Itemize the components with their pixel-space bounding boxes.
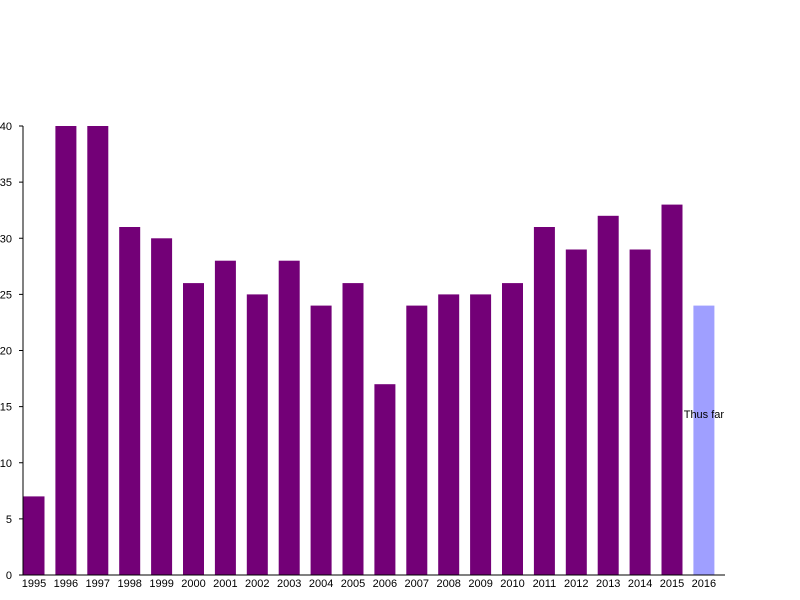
bar-2000	[183, 283, 204, 575]
x-tick-label-2002: 2002	[245, 578, 269, 590]
thus-far-annotation: Thus far	[684, 409, 725, 421]
bar-2012	[565, 249, 587, 575]
bar-2003	[278, 260, 300, 575]
x-tick-label-2008: 2008	[436, 578, 460, 590]
x-tick-label-1999: 1999	[149, 578, 173, 590]
bar-1999	[151, 238, 173, 576]
bar-1995	[23, 496, 45, 575]
bar-1997	[87, 126, 109, 575]
y-tick-label-40: 40	[0, 121, 12, 133]
bar-2014	[629, 249, 651, 575]
y-tick-label-5: 5	[6, 514, 12, 526]
bar-2004	[310, 305, 332, 575]
bar-2006	[374, 384, 396, 575]
bar-2009	[470, 294, 492, 575]
x-tick-label-1996: 1996	[54, 578, 78, 590]
x-axis-ticks: 1995 1996 1997 1998 1999 2000 2001 2002 2003 2004…	[22, 578, 716, 590]
x-tick-label-1997: 1997	[86, 578, 110, 590]
x-tick-label-2015: 2015	[660, 578, 684, 590]
y-tick-label-10: 10	[0, 458, 12, 470]
x-tick-label-2011: 2011	[533, 578, 557, 590]
y-tick-label-15: 15	[0, 402, 12, 414]
bar-2002	[246, 294, 268, 575]
x-tick-label-2004: 2004	[309, 578, 333, 590]
y-tick-label-25: 25	[0, 289, 12, 301]
x-tick-label-2007: 2007	[405, 578, 429, 590]
bar-2010	[502, 283, 523, 575]
bars-group	[23, 126, 715, 576]
x-tick-label-2016: 2016	[692, 578, 716, 590]
y-tick-label-30: 30	[0, 233, 12, 245]
x-tick-label-2012: 2012	[564, 578, 588, 590]
bar-1998	[119, 227, 141, 575]
x-tick-label-2009: 2009	[468, 578, 492, 590]
x-tick-label-2005: 2005	[341, 578, 365, 590]
bar-2011	[533, 227, 555, 575]
x-tick-label-2006: 2006	[373, 578, 397, 590]
x-tick-label-2014: 2014	[628, 578, 652, 590]
bar-2016	[693, 305, 715, 575]
y-tick-label-35: 35	[0, 177, 12, 189]
bar-2008	[438, 294, 460, 575]
bar-2015	[661, 204, 683, 575]
bar-2001	[214, 260, 236, 575]
x-tick-label-2000: 2000	[181, 578, 205, 590]
bar-2013	[597, 215, 619, 576]
y-tick-label-20: 20	[0, 346, 12, 358]
bar-1996	[55, 126, 77, 575]
bar-2005	[342, 283, 364, 575]
y-tick-label-0: 0	[6, 570, 12, 582]
y-axis-ticks: 0 5 10 15 20 25 30 35 40	[0, 121, 23, 582]
x-tick-label-1998: 1998	[117, 578, 141, 590]
x-tick-label-2013: 2013	[596, 578, 620, 590]
x-tick-label-2003: 2003	[277, 578, 301, 590]
x-tick-label-2010: 2010	[500, 578, 524, 590]
x-tick-label-2001: 2001	[213, 578, 237, 590]
bar-2007	[406, 305, 428, 575]
x-tick-label-1995: 1995	[22, 578, 46, 590]
